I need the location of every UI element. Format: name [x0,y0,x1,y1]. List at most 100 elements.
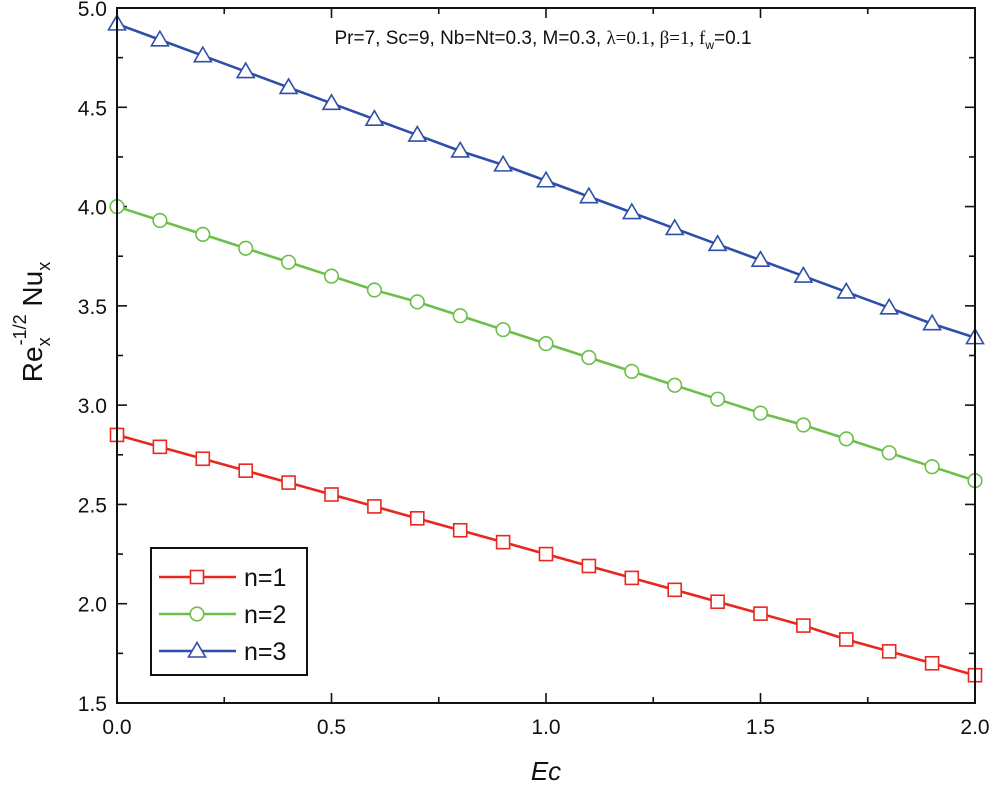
x-tick-label: 1.0 [531,716,560,739]
x-tick-labels: 0.0 0.5 1.0 1.5 2.0 [102,716,989,739]
legend: n=1 n=2 n=3 [150,547,308,676]
y-tick-label: 4.5 [78,97,107,120]
data-point [538,546,554,562]
y-tick-label: 5.0 [78,0,107,21]
data-point [709,391,726,407]
legend-label: n=3 [244,638,286,666]
data-point [536,170,556,188]
data-point [152,212,168,229]
legend-item: n=2 [159,601,286,629]
data-point [879,297,900,315]
y-axis-title-sub1: x [34,337,54,346]
data-point [881,644,897,659]
y-tick-label: 4.0 [78,197,107,220]
data-point [752,405,769,421]
data-point [624,363,640,379]
data-point [278,77,299,95]
legend-marker [189,569,205,585]
data-point [924,655,940,671]
data-point [192,45,213,63]
data-point [195,226,211,242]
series-3 [107,13,985,345]
data-point [750,250,771,267]
y-tick-label: 3.5 [78,296,107,319]
y-tick-label: 2.0 [78,594,107,617]
parameter-annotation: Pr=7, Sc=9, Nb=Nt=0.3, M=0.3, λ=0.1, β=1… [334,28,751,52]
y-tick-label: 1.5 [78,693,107,716]
x-tick-label: 0.0 [102,716,131,739]
data-point [493,154,513,172]
data-point [238,463,253,478]
legend-box [150,547,308,676]
data-point [838,431,854,447]
data-point [581,349,597,366]
data-point [579,186,599,204]
legend-label: n=2 [244,601,286,629]
data-point [367,499,382,514]
data-point [924,459,940,475]
y-tick-labels: 1.5 2.0 2.5 3.0 3.5 4.0 4.5 5.0 [78,0,107,716]
x-tick-label: 2.0 [960,716,989,739]
x-tick-label: 0.5 [317,716,346,739]
data-point [321,93,342,111]
y-axis-title: Rex-1/2 Nux [10,262,54,382]
data-point [621,202,642,220]
data-point [795,417,812,433]
annotation-part2: λ=0.1, β=1, f [606,28,706,49]
data-point [664,218,685,236]
data-point [366,282,383,298]
data-point [235,61,256,79]
data-point [624,570,640,586]
data-point [838,632,854,647]
data-point [707,234,728,252]
data-point [452,308,468,324]
legend-item: n=3 [159,638,286,666]
series-layer [107,13,985,683]
y-tick-label: 3.0 [78,395,107,418]
x-tick-label: 1.5 [746,716,775,739]
data-point [538,335,554,352]
legend-item: n=1 [159,564,286,592]
data-point [495,534,511,550]
data-point [238,240,254,256]
data-point [667,377,683,393]
data-point [581,558,597,574]
annotation-part3: =0.1 [714,28,752,49]
data-point [152,439,168,455]
data-point [796,618,811,633]
data-point [323,268,340,284]
data-point [195,451,211,467]
data-point [793,265,814,283]
annotation-part1: Pr=7, Sc=9, Nb=Nt=0.3, M=0.3, [334,28,606,49]
annotation-sub: w [704,38,714,52]
data-point [753,606,768,621]
y-axis-title-mid: Nu [17,271,48,315]
data-point [495,322,511,338]
y-tick-label: 2.5 [78,494,107,517]
data-point [407,125,428,142]
legend-label: n=1 [244,564,286,592]
y-axis-title-sup: -1/2 [10,314,30,345]
data-point [452,522,468,538]
data-point [281,475,296,490]
series-1 [109,427,983,683]
x-axis-title: Ec [531,756,561,786]
y-axis-title-sub2: x [34,262,54,271]
data-point [881,445,897,461]
data-point [409,511,425,526]
data-point [281,254,297,270]
legend-marker [189,606,205,622]
data-point [450,140,471,158]
legend-marker [187,640,207,658]
plot-frame [116,7,976,704]
data-point [836,281,857,299]
data-point [922,313,942,331]
data-point [710,594,725,610]
data-point [324,487,339,502]
data-point [150,29,170,47]
data-point [364,109,385,126]
y-axis-title-base: Re [17,346,48,382]
data-point [409,294,425,310]
data-point [667,582,683,598]
